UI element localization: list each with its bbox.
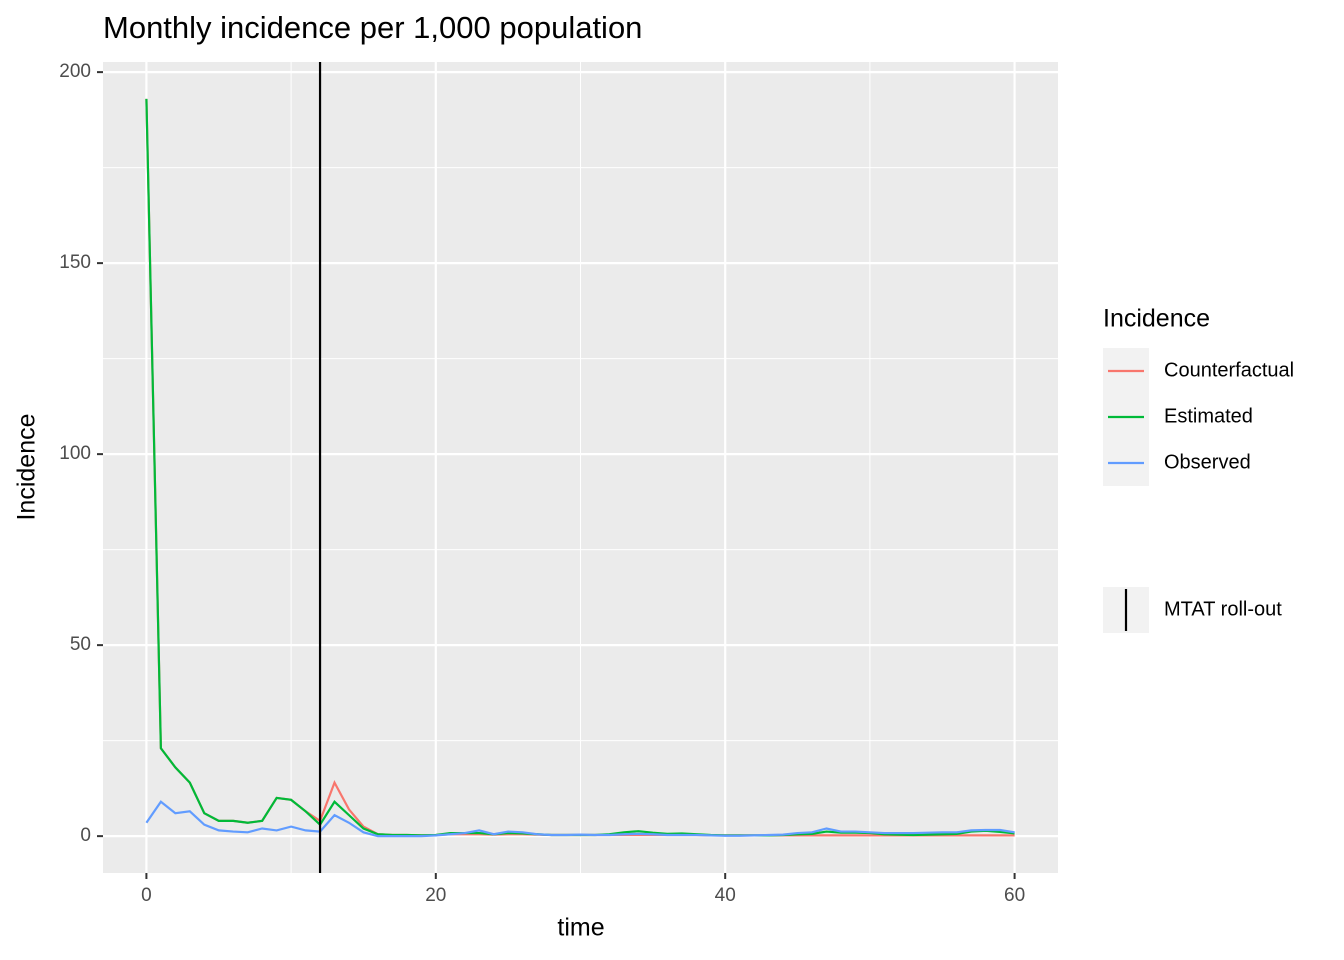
y-tick-label: 100 bbox=[59, 443, 91, 464]
legend-label: Observed bbox=[1164, 451, 1251, 473]
x-tick-label: 0 bbox=[141, 885, 152, 906]
legend-label: MTAT roll-out bbox=[1164, 598, 1282, 620]
x-tick-label: 20 bbox=[425, 885, 446, 906]
legend-label: Counterfactual bbox=[1164, 359, 1294, 381]
chart-title: Monthly incidence per 1,000 population bbox=[103, 10, 642, 45]
y-tick-label: 200 bbox=[59, 61, 91, 82]
y-tick-label: 0 bbox=[80, 825, 91, 846]
series-line bbox=[145, 800, 1015, 838]
y-tick-label: 150 bbox=[59, 252, 91, 273]
y-axis-title: Incidence bbox=[13, 413, 41, 520]
legend-label: Estimated bbox=[1164, 405, 1253, 427]
x-tick-label: 40 bbox=[715, 885, 736, 906]
y-tick-label: 50 bbox=[70, 634, 91, 655]
legend-title: Incidence bbox=[1103, 305, 1210, 333]
x-axis-title: time bbox=[557, 914, 604, 942]
x-tick-label: 60 bbox=[1004, 885, 1025, 906]
